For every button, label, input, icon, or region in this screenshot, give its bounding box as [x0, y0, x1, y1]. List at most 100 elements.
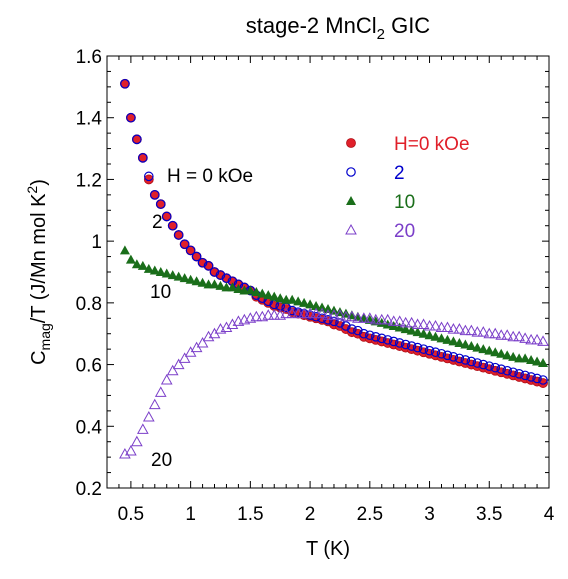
data-point-h2: [353, 325, 363, 336]
data-point-h20: [340, 310, 352, 322]
data-point-h2: [382, 335, 393, 345]
data-point-h10: [161, 268, 172, 278]
data-point-h20: [142, 410, 155, 422]
data-point-h20: [136, 423, 149, 434]
data-point-h10: [370, 316, 381, 326]
x-tick-label: 3.5: [476, 504, 502, 525]
data-point-h2: [317, 313, 327, 324]
y-axis-label: Cmag/T (J/Mn mol K2): [24, 179, 53, 365]
data-point-h2: [149, 190, 160, 200]
x-tick-label: 4: [544, 504, 555, 525]
y-tick-label: 1: [91, 232, 102, 253]
data-point-h10: [269, 291, 280, 301]
y-tick-label: 0.6: [76, 356, 102, 377]
data-point-h20: [429, 319, 442, 331]
data-point-h20: [375, 313, 388, 325]
data-point-h10: [275, 293, 286, 303]
data-point-h10: [167, 270, 178, 280]
data-point-h20: [125, 444, 137, 456]
data-point-h10: [125, 254, 136, 264]
data-point-h20: [513, 330, 525, 342]
data-point-h20: [519, 332, 531, 343]
data-point-h2: [126, 112, 136, 123]
data-point-h20: [381, 313, 394, 325]
data-point-h2: [466, 356, 477, 367]
data-point-h10: [305, 299, 316, 309]
data-point-h2: [406, 341, 417, 351]
data-point-h20: [465, 324, 478, 336]
data-point-h20: [196, 336, 209, 348]
data-point-h20: [154, 386, 167, 397]
data-point-h10: [179, 273, 190, 283]
data-point-h20: [178, 352, 191, 363]
data-point-h2: [502, 365, 512, 376]
data-point-h2: [323, 315, 333, 325]
data-point-h2: [412, 342, 423, 353]
data-point-h20: [483, 327, 496, 339]
data-point-h2: [287, 305, 297, 316]
axis-ticks: [107, 55, 550, 489]
data-point-h10: [424, 330, 435, 340]
legend-label-h0: H=0 kOe: [394, 134, 470, 155]
data-point-h10: [251, 287, 262, 297]
data-point-h2: [329, 316, 339, 327]
data-point-h2: [478, 359, 489, 370]
data-point-h10: [442, 334, 453, 344]
data-point-h10: [484, 345, 495, 355]
data-point-h2: [448, 352, 459, 362]
data-point-h2: [514, 369, 524, 379]
data-point-h10: [209, 279, 220, 289]
data-point-h20: [250, 310, 263, 322]
data-point-h2: [365, 330, 375, 341]
data-point-h2: [520, 370, 530, 381]
data-point-h20: [405, 316, 418, 328]
legend-item-h2: 2: [346, 163, 405, 184]
data-point-h10: [287, 294, 298, 304]
data-point-h2: [203, 261, 214, 271]
data-point-h10: [466, 341, 477, 351]
data-point-h2: [454, 353, 465, 364]
data-point-h20: [131, 435, 143, 447]
data-point-h10: [299, 297, 310, 307]
legend: H=0 kOe 2 10 20: [345, 134, 470, 242]
data-point-h10: [215, 280, 226, 290]
legend-label-h10: 10: [394, 192, 415, 213]
data-point-h2: [215, 270, 226, 280]
data-point-h2: [209, 267, 220, 277]
data-point-h10: [227, 282, 238, 292]
data-point-h20: [495, 329, 508, 340]
data-point-h10: [119, 245, 130, 255]
data-point-h10: [394, 322, 405, 332]
data-point-h2: [442, 350, 453, 361]
data-point-h20: [298, 307, 310, 319]
data-point-h2: [370, 331, 381, 342]
data-point-h20: [119, 448, 131, 459]
data-point-h2: [191, 251, 202, 262]
data-point-h20: [489, 327, 502, 339]
data-point-h10: [418, 328, 429, 338]
data-point-h20: [316, 307, 328, 319]
data-point-h2: [394, 338, 405, 348]
data-point-h20: [453, 323, 466, 334]
data-point-h20: [292, 307, 304, 319]
data-point-h10: [502, 350, 513, 360]
data-point-h10: [490, 347, 501, 357]
data-point-h10: [293, 296, 304, 306]
y-tick-label: 1.6: [76, 47, 102, 68]
data-point-h2: [400, 339, 411, 350]
data-point-h10: [317, 302, 328, 312]
data-point-h2: [484, 361, 495, 371]
data-point-h20: [352, 312, 364, 323]
annotation-h0: H = 0 kOe: [167, 166, 253, 187]
data-point-h0: [143, 174, 154, 185]
data-point-h20: [369, 313, 382, 325]
data-point-h20: [411, 318, 424, 329]
annotation-h20: 20: [151, 450, 172, 471]
data-point-h2: [347, 324, 357, 334]
data-point-h2: [496, 364, 507, 374]
data-point-h10: [376, 317, 387, 327]
data-point-h2: [144, 171, 154, 182]
data-point-h2: [179, 239, 190, 250]
data-point-h2: [538, 375, 548, 385]
